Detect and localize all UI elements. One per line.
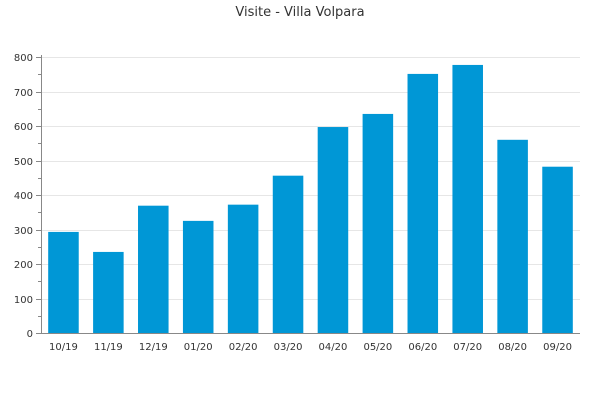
x-tick-label-09-20: 09/20 — [543, 342, 572, 353]
bar-12-19[interactable] — [138, 205, 169, 333]
y-tick-label-800: 800 — [14, 53, 33, 64]
x-tick-label-07-20: 07/20 — [453, 342, 482, 353]
x-axis-tick-labels: 10/19 11/19 12/19 01/20 02/20 03/20 04/20 05/20… — [49, 342, 572, 353]
bar-01-20[interactable] — [182, 220, 214, 334]
axes — [36, 55, 580, 334]
bar-03-20[interactable] — [272, 175, 304, 333]
x-tick-label-04-20: 04/20 — [319, 342, 348, 353]
x-tick-label-12-19: 12/19 — [139, 342, 168, 353]
x-tick-label-02-20: 02/20 — [229, 342, 258, 353]
y-tick-label-0: 0 — [27, 329, 33, 340]
bar-04-20[interactable] — [317, 127, 349, 333]
y-axis-tick-labels: 0 100 200 300 400 500 600 700 800 — [14, 53, 33, 340]
x-tick-label-08-20: 08/20 — [498, 342, 527, 353]
bar-06-20[interactable] — [407, 73, 439, 333]
chart-title: Visite - Villa Volpara — [235, 5, 364, 20]
y-tick-label-300: 300 — [14, 226, 33, 237]
y-tick-label-400: 400 — [14, 191, 33, 202]
bar-10-19[interactable] — [48, 231, 79, 333]
x-tick-label-11-19: 11/19 — [94, 342, 123, 353]
y-tick-label-100: 100 — [14, 295, 33, 306]
x-tick-label-06-20: 06/20 — [408, 342, 437, 353]
x-tick-label-05-20: 05/20 — [363, 342, 392, 353]
bars-group — [48, 64, 573, 334]
y-tick-label-700: 700 — [14, 88, 33, 99]
bar-07-20[interactable] — [452, 64, 483, 333]
grid-lines — [41, 57, 580, 300]
y-tick-label-500: 500 — [14, 157, 33, 168]
x-tick-label-01-20: 01/20 — [184, 342, 213, 353]
x-tick-label-10-19: 10/19 — [49, 342, 78, 353]
bar-02-20[interactable] — [227, 204, 259, 333]
y-tick-label-600: 600 — [14, 122, 33, 133]
bar-05-20[interactable] — [362, 113, 394, 334]
bar-08-20[interactable] — [497, 139, 528, 333]
bar-09-20[interactable] — [542, 166, 573, 333]
bar-11-19[interactable] — [93, 251, 124, 333]
y-tick-label-200: 200 — [14, 260, 33, 271]
x-tick-label-03-20: 03/20 — [274, 342, 303, 353]
